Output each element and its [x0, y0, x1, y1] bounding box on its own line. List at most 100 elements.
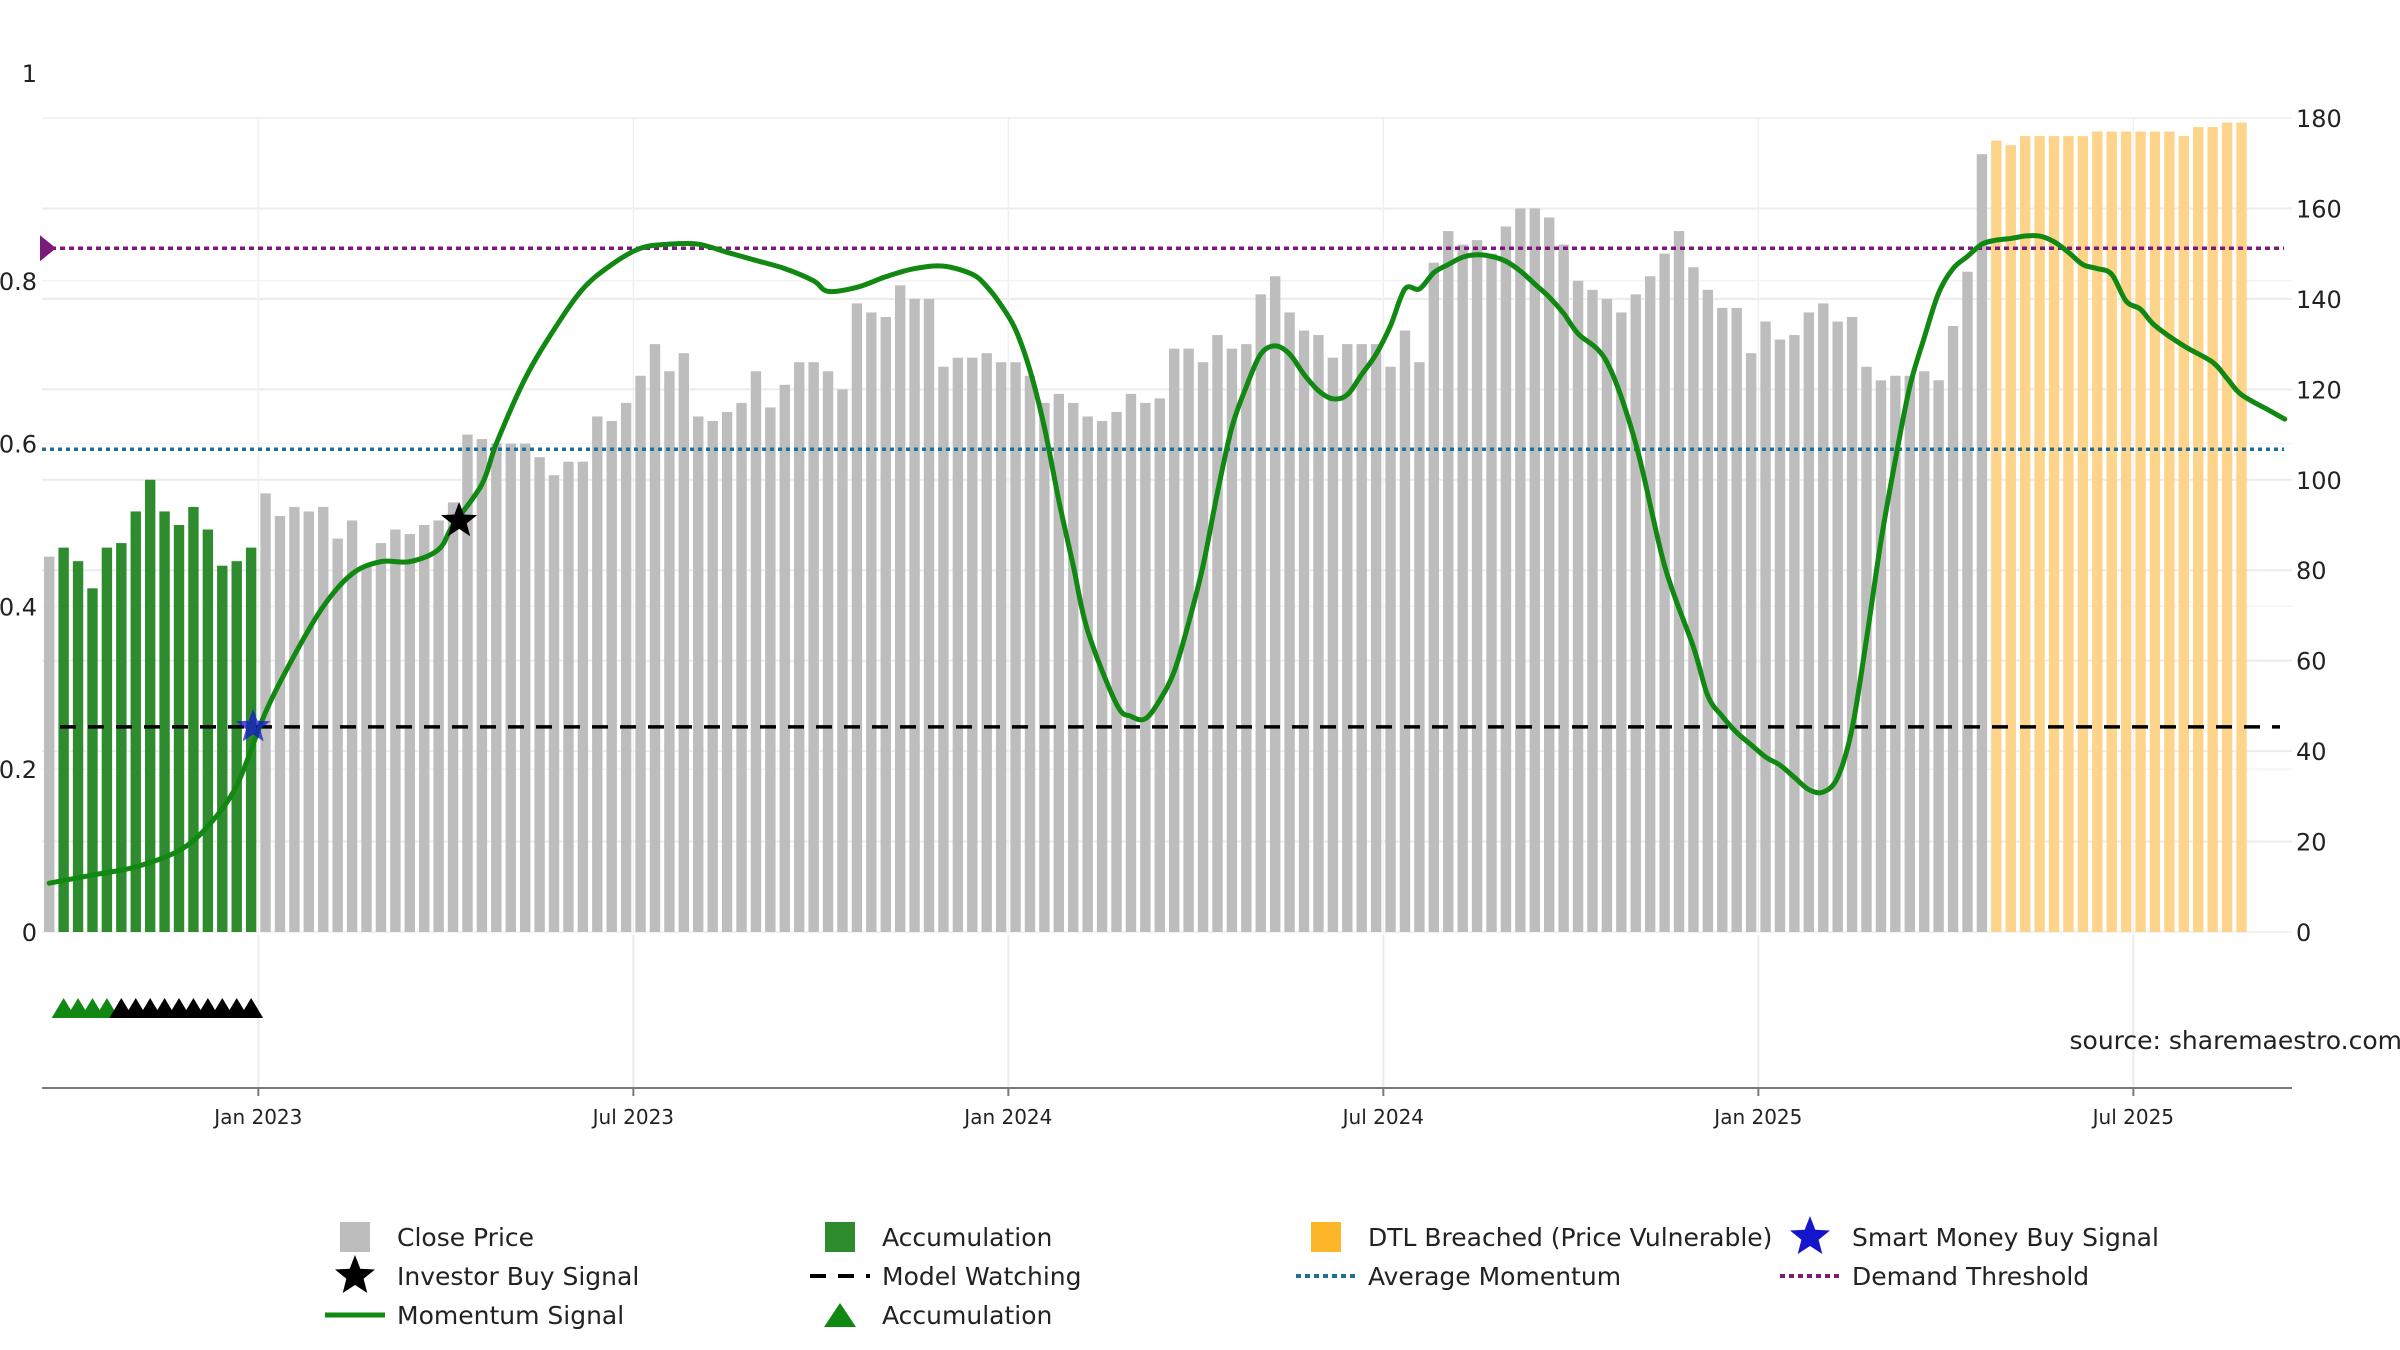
dtl-breached-bar: [2019, 136, 2031, 933]
legend-symbol-close-price: [340, 1222, 370, 1252]
close-price-bar: [1976, 154, 1988, 932]
legend-label-close-price: Close Price: [397, 1223, 534, 1252]
close-price-bar: [678, 353, 690, 933]
dtl-breached-bar: [2063, 136, 2074, 933]
close-price-bar: [707, 420, 718, 932]
close-price-bar: [44, 556, 55, 932]
close-price-bar: [1587, 289, 1598, 932]
legend-label-accumulation-bar: Accumulation: [882, 1223, 1052, 1252]
close-price-bar: [1342, 344, 1353, 933]
investor-buy-star: [441, 501, 478, 537]
close-price-bar: [779, 384, 790, 932]
x-tick-label: Jan 2024: [962, 1105, 1052, 1129]
left-tick-label: 0: [22, 919, 37, 947]
close-price-bar: [765, 407, 776, 932]
left-tick-label: 0.6: [0, 431, 37, 459]
close-price-bar: [1111, 411, 1122, 932]
x-tick-label: Jan 2023: [212, 1105, 302, 1129]
left-tick-label: 0.4: [0, 593, 37, 621]
accumulation-bar: [116, 543, 127, 932]
close-price-bar: [361, 565, 372, 932]
close-price-bar: [1414, 362, 1425, 932]
accumulation-bar: [144, 479, 156, 932]
close-price-bar: [1616, 312, 1627, 932]
close-price-bar: [822, 371, 834, 932]
close-price-bar: [1717, 307, 1728, 932]
close-price-bar: [736, 402, 747, 932]
close-price-bar: [592, 416, 603, 932]
right-tick-label: 80: [2296, 557, 2327, 585]
legend-symbol-accumulation-triangle: [824, 1303, 856, 1327]
x-tick-label: Jul 2024: [1341, 1105, 1424, 1129]
accumulation-bar: [101, 547, 113, 932]
close-price-bar: [1053, 393, 1065, 932]
close-price-bar: [1731, 307, 1742, 932]
right-tick-label: 160: [2296, 195, 2342, 223]
close-price-bar: [375, 543, 387, 932]
x-tick-label: Jul 2025: [2091, 1105, 2174, 1129]
close-price-bar: [635, 375, 646, 932]
close-price-bar: [1327, 357, 1339, 933]
close-price-bar: [880, 316, 891, 932]
dtl-breached-bar: [2236, 122, 2247, 933]
close-price-bar: [1846, 316, 1858, 932]
legend-symbol-investor: [335, 1255, 375, 1293]
close-price-bar: [967, 357, 978, 933]
right-tick-label: 180: [2296, 105, 2342, 133]
close-price-bar: [664, 371, 675, 932]
close-price-bar: [318, 506, 329, 932]
dtl-breached-bar: [2048, 136, 2060, 933]
accumulation-bar: [58, 547, 69, 932]
accumulation-bar: [231, 561, 242, 932]
close-price-bar: [548, 475, 560, 932]
close-price-bar: [577, 461, 589, 932]
close-price-bar: [952, 357, 964, 933]
close-price-bar: [1601, 298, 1613, 932]
close-price-bar: [1760, 321, 1771, 932]
dtl-breached-bar: [2149, 131, 2161, 933]
legend-label-average-momentum: Average Momentum: [1368, 1262, 1621, 1291]
close-price-bar: [462, 434, 473, 932]
close-price-bar: [1832, 321, 1843, 932]
close-price-bar: [1890, 375, 1901, 932]
close-price-bar: [1169, 348, 1180, 933]
close-price-bar: [808, 362, 819, 932]
close-price-bar: [1818, 303, 1829, 932]
legend-symbol-smart-money: [1790, 1216, 1830, 1254]
dtl-breached-bar: [2193, 127, 2204, 933]
close-price-bar: [1702, 289, 1714, 932]
close-price-bar: [981, 353, 992, 933]
accumulation-bar: [159, 511, 170, 932]
legend-label-momentum: Momentum Signal: [397, 1301, 624, 1330]
accumulation-bar: [87, 588, 98, 932]
close-price-bar: [1039, 402, 1050, 932]
source-text: source: sharemaestro.com: [2070, 1026, 2400, 1055]
momentum-group: [46, 233, 2288, 886]
close-price-bar: [1673, 231, 1685, 933]
lower-panel: [51, 998, 264, 1018]
close-price-bar: [750, 371, 762, 932]
close-price-bar: [1544, 217, 1555, 932]
close-price-bar: [1529, 208, 1540, 932]
close-price-bar: [1298, 330, 1310, 932]
close-price-bar: [923, 298, 935, 932]
close-price-bar: [1241, 344, 1252, 933]
close-price-bar: [1500, 226, 1512, 933]
close-price-bar: [447, 502, 459, 932]
close-price-bar: [1644, 276, 1656, 932]
legend-label-investor: Investor Buy Signal: [397, 1262, 639, 1291]
close-price-bar: [721, 411, 733, 932]
close-price-bar: [1024, 375, 1036, 932]
x-tick-label: Jan 2025: [1712, 1105, 1802, 1129]
close-price-bar: [1370, 344, 1382, 933]
close-price-bar: [1428, 262, 1440, 932]
close-price-bar: [1385, 366, 1396, 932]
close-price-bar: [1486, 253, 1497, 932]
close-price-bar: [1688, 267, 1699, 932]
close-price-bar: [1471, 240, 1483, 933]
close-price-bar: [1962, 271, 1973, 932]
close-price-bar: [1457, 244, 1468, 933]
right-tick-label: 100: [2296, 467, 2342, 495]
watching-triangle: [239, 998, 264, 1018]
legend-label-accumulation-triangle: Accumulation: [882, 1301, 1052, 1330]
